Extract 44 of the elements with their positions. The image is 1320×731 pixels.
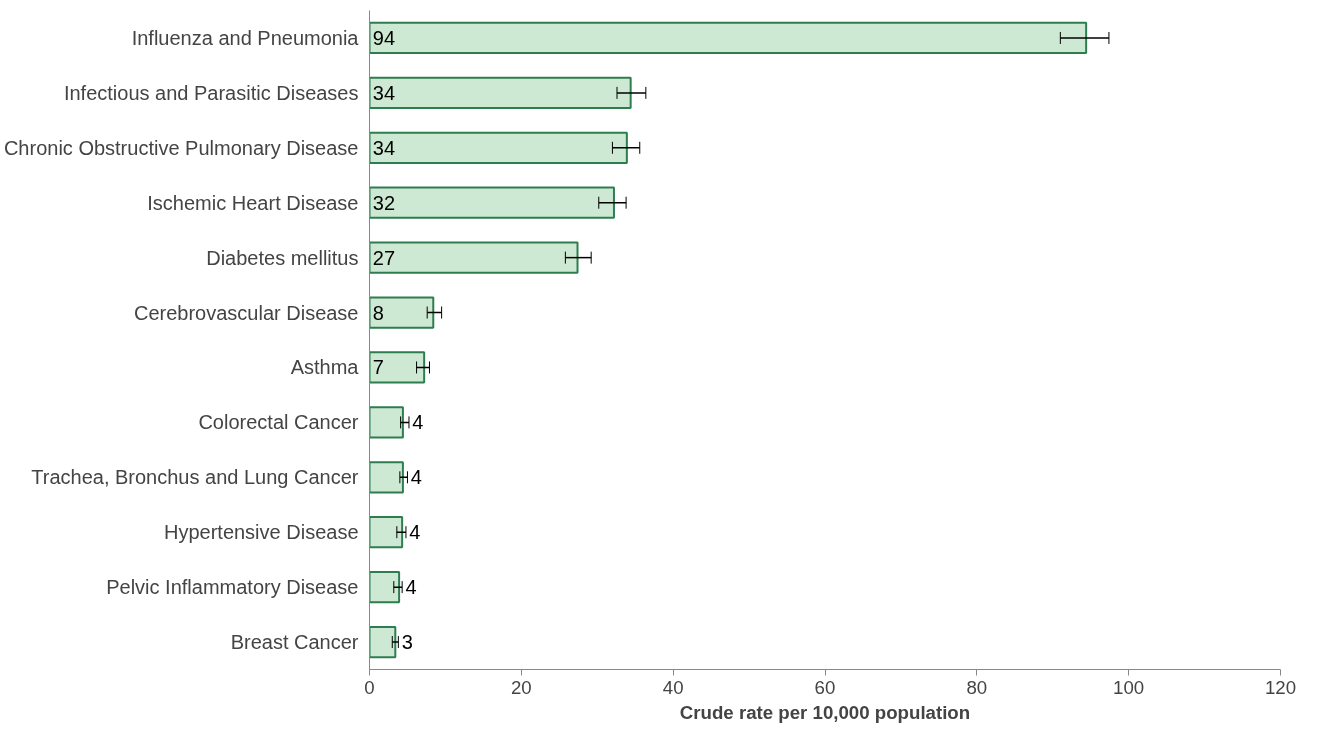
data-label: 4 [410, 466, 422, 489]
bar [369, 296, 435, 329]
x-tick-label: 100 [1113, 676, 1145, 698]
bar [369, 461, 404, 494]
y-tick-label: Pelvic Inflammatory Disease [106, 576, 359, 599]
data-label: 4 [405, 576, 417, 599]
x-tick-label: 60 [814, 676, 836, 698]
data-label: 34 [372, 81, 396, 104]
y-tick-label: Hypertensive Disease [163, 521, 359, 544]
y-tick-label: Chronic Obstructive Pulmonary Disease [3, 136, 359, 159]
y-tick-label: Influenza and Pneumonia [131, 26, 360, 49]
data-label: 4 [412, 411, 424, 434]
data-label: 7 [372, 356, 384, 379]
y-tick-label: Breast Cancer [230, 631, 359, 654]
bar [369, 625, 397, 659]
bar [369, 571, 401, 604]
y-tick-label: Cerebrovascular Disease [133, 301, 359, 324]
x-tick-label: 120 [1264, 676, 1297, 698]
bar [369, 241, 579, 274]
bar [369, 406, 404, 439]
data-label: 34 [372, 136, 396, 159]
x-tick-label: 40 [662, 676, 684, 698]
x-tick-label: 20 [510, 676, 532, 698]
y-tick-label: Ischemic Heart Disease [147, 191, 359, 214]
data-label: 4 [409, 521, 421, 544]
bar [369, 516, 404, 549]
data-label: 27 [372, 246, 396, 269]
data-label: 8 [372, 301, 384, 324]
bar [369, 76, 632, 109]
data-label: 94 [372, 26, 396, 49]
x-tick-label: 80 [966, 676, 988, 698]
bar [369, 351, 426, 384]
x-tick-label: 0 [364, 676, 375, 698]
y-tick-label: Colorectal Cancer [198, 411, 359, 434]
bar [369, 186, 615, 219]
x-axis-title: Crude rate per 10,000 population [679, 701, 971, 723]
y-tick-label: Diabetes mellitus [206, 246, 359, 269]
y-tick-label: Infectious and Parasitic Diseases [63, 81, 359, 104]
data-label: 32 [372, 191, 396, 214]
y-tick-label: Asthma [290, 356, 360, 379]
data-label: 3 [401, 631, 413, 654]
bar [369, 21, 1088, 55]
bar [369, 131, 628, 164]
y-tick-label: Trachea, Bronchus and Lung Cancer [31, 466, 359, 489]
